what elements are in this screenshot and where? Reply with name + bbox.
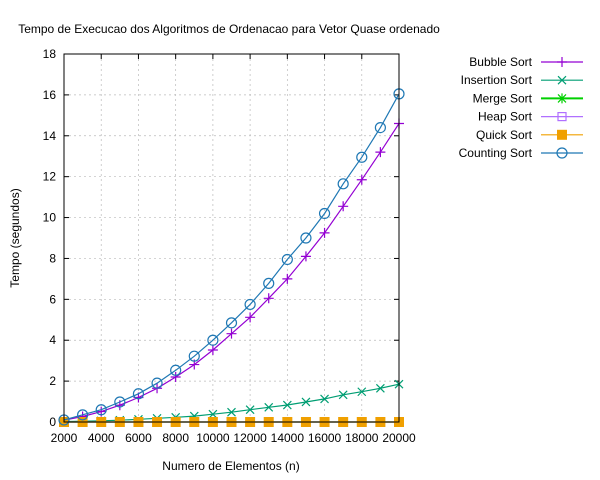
data-point [374, 121, 386, 134]
grid [64, 54, 399, 422]
legend-swatch-marker [556, 147, 568, 159]
y-tick-label: 8 [49, 251, 56, 265]
x-tick-label: 4000 [88, 431, 115, 445]
data-point [151, 377, 163, 389]
legend-item-quick-sort: Quick Sort [476, 128, 583, 142]
y-tick-label: 0 [49, 415, 56, 429]
data-point [338, 390, 348, 400]
series-line [63, 93, 400, 421]
x-tick-label: 12000 [233, 431, 267, 445]
y-tick-label: 16 [43, 88, 57, 102]
data-point [207, 345, 218, 356]
legend-label: Merge Sort [473, 91, 533, 105]
y-tick-label: 10 [43, 211, 57, 225]
x-tick-label: 6000 [125, 431, 152, 445]
x-tick-label: 18000 [345, 431, 379, 445]
legend-item-counting-sort: Counting Sort [459, 146, 583, 160]
legend-label: Insertion Sort [461, 73, 533, 87]
legend-item-insertion-sort: Insertion Sort [461, 73, 583, 87]
axes: 2000 4000 6000 8000 10000 12000 14000 16000 1800… [43, 47, 416, 445]
legend-label: Heap Sort [478, 110, 533, 124]
data-point [337, 178, 349, 190]
data-point [301, 397, 311, 407]
x-tick-label: 16000 [308, 431, 342, 445]
legend-swatch-marker [557, 57, 567, 67]
legend-item-bubble-sort: Bubble Sort [469, 55, 583, 69]
x-tick-label: 2000 [51, 431, 78, 445]
legend: Bubble Sort Insertion Sort Merge Sort Heap … [459, 55, 583, 160]
x-tick-label: 14000 [271, 431, 305, 445]
legend-item-heap-sort: Heap Sort [478, 110, 583, 124]
data-point [300, 251, 311, 262]
data-point [245, 312, 256, 323]
data-point [281, 253, 293, 266]
plot-frame [63, 53, 400, 423]
data-point [319, 227, 330, 238]
legend-swatch-marker [557, 93, 567, 104]
data-point [282, 400, 292, 410]
legend-swatch-marker [557, 75, 567, 85]
legend-label: Bubble Sort [469, 55, 532, 69]
chart-title: Tempo de Execucao dos Algoritmos de Orde… [18, 22, 440, 36]
data-point [132, 388, 145, 400]
legend-label: Quick Sort [476, 128, 533, 142]
legend-item-merge-sort: Merge Sort [473, 91, 583, 105]
data-point [375, 147, 386, 158]
data-point [208, 409, 218, 419]
data-point [320, 394, 329, 404]
legend-swatch-marker [557, 129, 567, 140]
series-counting-sort [58, 88, 405, 426]
x-tick-label: 20000 [382, 431, 416, 445]
data-point [244, 298, 256, 311]
data-point [226, 328, 237, 339]
data-point [264, 402, 274, 412]
data-point [375, 383, 385, 393]
x-axis-label: Numero de Elementos (n) [162, 459, 299, 473]
data-point [77, 409, 89, 421]
data-point [227, 407, 236, 417]
x-tick-label: 10000 [196, 431, 230, 445]
data-point [170, 372, 181, 383]
y-tick-label: 12 [43, 170, 57, 184]
data-point [356, 174, 367, 185]
series-group [58, 88, 405, 427]
data-point [245, 405, 255, 415]
series-line [63, 123, 400, 421]
y-axis-label: Tempo (segundos) [8, 188, 22, 287]
y-tick-label: 14 [43, 129, 57, 143]
legend-label: Counting Sort [459, 146, 533, 160]
data-point [263, 293, 274, 304]
data-point [318, 207, 331, 220]
data-point [114, 396, 126, 408]
y-tick-label: 2 [49, 374, 56, 388]
data-point [225, 317, 238, 329]
data-point [300, 232, 312, 244]
y-tick-label: 6 [49, 292, 56, 306]
x-tick-label: 8000 [162, 431, 189, 445]
series-line [63, 383, 400, 423]
data-point [357, 387, 367, 397]
data-point [282, 273, 293, 284]
data-point [338, 201, 349, 212]
series-bubble-sort [59, 118, 404, 426]
data-point [170, 364, 182, 376]
y-tick-label: 18 [43, 47, 57, 61]
data-point [263, 277, 275, 289]
data-point [188, 350, 200, 362]
data-point [207, 334, 219, 346]
data-point [95, 404, 107, 416]
y-tick-label: 4 [49, 333, 56, 347]
legend-swatch-marker [557, 111, 567, 122]
data-point [356, 151, 368, 163]
